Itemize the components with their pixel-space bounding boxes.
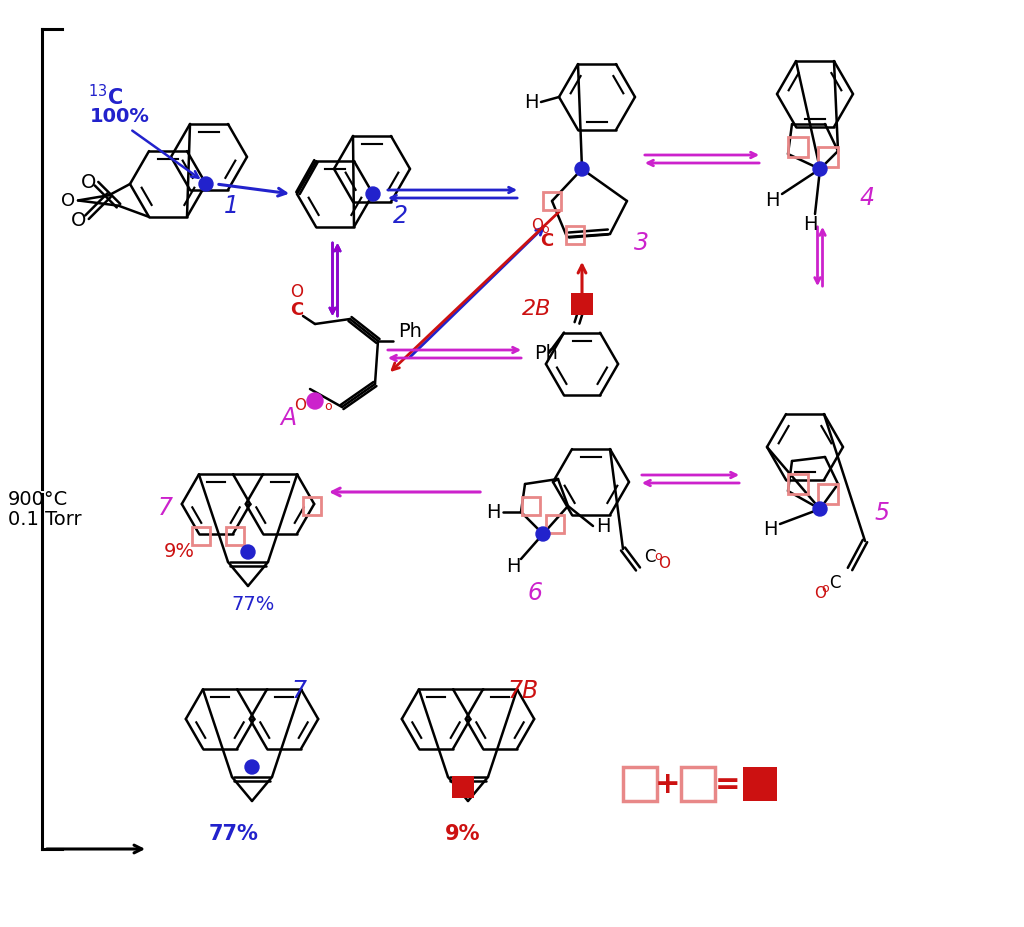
Text: o: o: [325, 400, 332, 413]
Bar: [818, 485, 838, 504]
Bar: [681, 768, 715, 801]
Text: 6: 6: [528, 580, 543, 604]
Text: 77%: 77%: [231, 594, 274, 614]
Text: 9%: 9%: [164, 541, 195, 560]
Circle shape: [241, 545, 255, 559]
Text: A: A: [280, 405, 296, 429]
Bar: [191, 527, 210, 545]
Bar: [623, 768, 657, 801]
Bar: [452, 776, 474, 798]
Text: O: O: [61, 192, 75, 210]
Text: Ph: Ph: [398, 322, 422, 340]
Circle shape: [575, 163, 589, 177]
Circle shape: [245, 760, 259, 774]
Text: 2: 2: [393, 204, 408, 228]
Text: C: C: [291, 300, 304, 319]
Bar: [522, 498, 540, 515]
Text: 1: 1: [224, 194, 239, 218]
Text: H: H: [523, 94, 539, 112]
Text: 7B: 7B: [508, 679, 540, 703]
Text: H: H: [596, 517, 610, 536]
Text: 4: 4: [860, 185, 874, 210]
Text: H: H: [765, 190, 779, 210]
Circle shape: [813, 163, 827, 177]
Text: $^{13}$C: $^{13}$C: [88, 83, 123, 108]
Text: O: O: [291, 283, 303, 300]
Bar: [788, 475, 808, 494]
Bar: [303, 498, 322, 515]
Circle shape: [813, 502, 827, 516]
Text: +: +: [655, 769, 681, 799]
Text: O: O: [814, 585, 826, 601]
Text: o: o: [654, 550, 662, 563]
Bar: [571, 294, 593, 316]
Bar: [543, 193, 561, 210]
Text: 900°C: 900°C: [8, 490, 69, 509]
Bar: [788, 138, 808, 158]
Bar: [546, 515, 564, 533]
Circle shape: [366, 188, 380, 202]
Text: C: C: [541, 232, 554, 249]
Text: H: H: [803, 215, 817, 235]
Circle shape: [199, 178, 213, 192]
Text: O: O: [72, 210, 87, 230]
Text: H: H: [485, 503, 501, 522]
Text: 0.1 Torr: 0.1 Torr: [8, 510, 82, 529]
Circle shape: [307, 394, 323, 410]
Text: 5: 5: [874, 501, 890, 525]
Text: C: C: [644, 548, 655, 565]
Text: 100%: 100%: [90, 107, 150, 126]
Text: 7: 7: [292, 679, 307, 703]
Text: O: O: [81, 173, 96, 192]
Text: O: O: [658, 555, 670, 570]
Text: 9%: 9%: [445, 823, 480, 843]
Text: =: =: [715, 769, 740, 799]
Text: 7: 7: [158, 495, 173, 519]
Text: C: C: [829, 574, 841, 591]
Text: O: O: [531, 218, 543, 233]
Text: Ph: Ph: [534, 343, 558, 362]
Text: H: H: [506, 557, 520, 576]
Text: 3: 3: [634, 231, 649, 255]
Bar: [226, 527, 244, 545]
Text: O: O: [294, 398, 306, 413]
Text: o: o: [542, 222, 549, 235]
Text: o: o: [821, 581, 828, 594]
Text: 2B: 2B: [522, 298, 551, 319]
Text: H: H: [763, 520, 777, 539]
Circle shape: [536, 527, 550, 541]
Text: 77%: 77%: [209, 823, 259, 843]
Bar: [818, 147, 838, 168]
Bar: [743, 768, 777, 801]
Bar: [566, 227, 584, 245]
